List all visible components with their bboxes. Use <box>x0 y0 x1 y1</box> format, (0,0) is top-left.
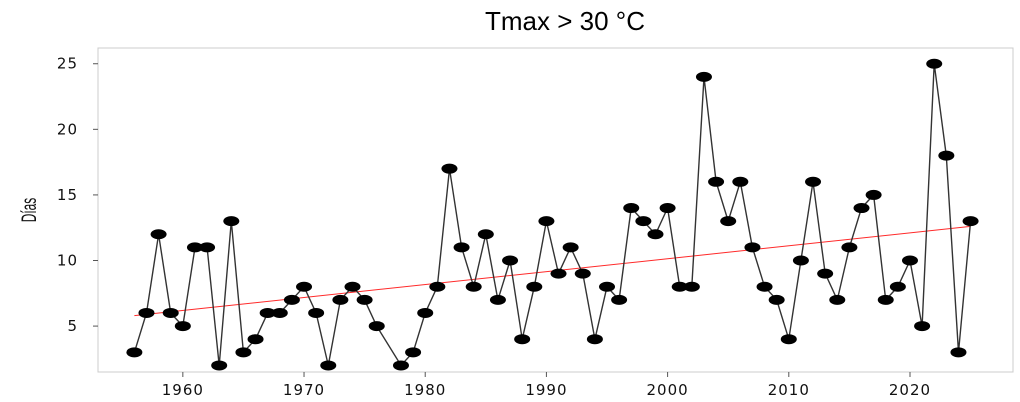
data-point <box>780 334 797 345</box>
data-point <box>465 281 482 292</box>
data-point <box>477 229 494 240</box>
data-point <box>308 307 325 318</box>
data-point <box>659 203 676 214</box>
data-point <box>502 255 519 266</box>
data-point <box>356 294 373 305</box>
data-point <box>914 321 931 332</box>
data-point <box>223 216 240 227</box>
data-point <box>526 281 543 292</box>
data-point <box>901 255 918 266</box>
data-point <box>938 150 955 161</box>
data-point <box>126 347 143 358</box>
data-point <box>332 294 349 305</box>
x-tick-label: 1990 <box>525 381 567 399</box>
data-point <box>817 268 834 279</box>
data-point <box>429 281 446 292</box>
x-axis-ticks: 1960 1970 1980 1990 2000 2010 2020 <box>162 372 931 399</box>
data-point <box>174 321 191 332</box>
data-point <box>744 242 761 253</box>
data-point <box>611 294 628 305</box>
series-line <box>133 63 972 367</box>
data-point <box>926 58 943 69</box>
data-point <box>453 242 470 253</box>
data-point <box>150 229 167 240</box>
y-axis-ticks: 5 10 15 20 25 <box>57 55 98 335</box>
data-point <box>829 294 846 305</box>
data-point <box>235 347 252 358</box>
data-point <box>271 307 288 318</box>
data-point <box>489 294 506 305</box>
data-point <box>683 281 700 292</box>
data-point <box>768 294 785 305</box>
data-point <box>889 281 906 292</box>
data-point <box>574 268 591 279</box>
data-point <box>647 229 664 240</box>
data-point <box>877 294 894 305</box>
data-point <box>247 334 264 345</box>
data-point <box>708 176 725 187</box>
data-point <box>514 334 531 345</box>
data-point <box>417 307 434 318</box>
data-point <box>283 294 300 305</box>
data-point <box>186 242 203 253</box>
data-point <box>635 216 652 227</box>
y-tick-label: 5 <box>67 317 78 335</box>
data-point <box>441 163 458 174</box>
data-point <box>138 307 155 318</box>
data-point <box>671 281 688 292</box>
data-point <box>562 242 579 253</box>
x-tick-label: 1980 <box>404 381 446 399</box>
x-tick-label: 2020 <box>889 381 931 399</box>
data-point <box>344 281 361 292</box>
data-point <box>550 268 567 279</box>
x-tick-label: 2000 <box>647 381 689 399</box>
data-point <box>405 347 422 358</box>
data-point <box>732 176 749 187</box>
data-point <box>162 307 179 318</box>
data-point <box>695 71 712 82</box>
x-tick-label: 1960 <box>162 381 204 399</box>
data-point <box>950 347 967 358</box>
data-point <box>841 242 858 253</box>
chart-title: Tmax > 30 °C <box>485 6 645 36</box>
y-tick-label: 25 <box>57 55 78 73</box>
data-point <box>296 281 313 292</box>
x-tick-label: 1970 <box>283 381 325 399</box>
data-point <box>756 281 773 292</box>
data-point <box>259 307 276 318</box>
series-days <box>126 58 979 371</box>
y-tick-label: 15 <box>57 186 78 204</box>
y-axis-label: Días <box>16 198 41 222</box>
data-point <box>865 189 882 200</box>
data-point <box>320 360 337 371</box>
data-point <box>805 176 822 187</box>
data-point <box>792 255 809 266</box>
data-point <box>199 242 216 253</box>
data-point <box>623 203 640 214</box>
plot-frame <box>97 47 1014 373</box>
data-point <box>720 216 737 227</box>
x-tick-label: 2010 <box>768 381 810 399</box>
y-tick-label: 20 <box>57 120 78 138</box>
data-point <box>962 216 979 227</box>
data-point <box>853 203 870 214</box>
data-point <box>586 334 603 345</box>
data-point <box>599 281 616 292</box>
data-point <box>392 360 409 371</box>
data-point <box>211 360 228 371</box>
data-point <box>368 321 385 332</box>
y-tick-label: 10 <box>57 252 78 270</box>
data-point <box>538 216 555 227</box>
